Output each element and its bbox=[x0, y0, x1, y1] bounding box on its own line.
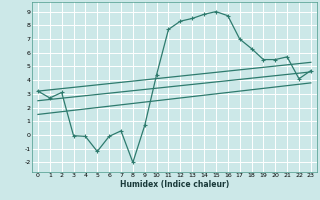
X-axis label: Humidex (Indice chaleur): Humidex (Indice chaleur) bbox=[120, 180, 229, 189]
